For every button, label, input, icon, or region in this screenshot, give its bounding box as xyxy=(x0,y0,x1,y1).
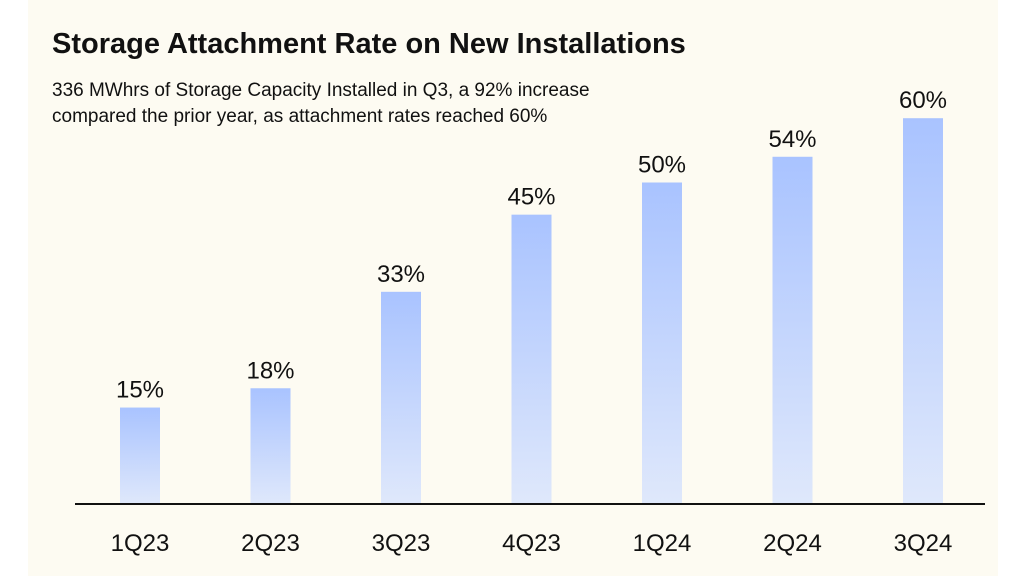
bar-1q23 xyxy=(120,407,160,504)
bar-4q23 xyxy=(511,214,552,504)
chart-title: Storage Attachment Rate on New Installat… xyxy=(52,28,686,60)
data-label-1q23: 15% xyxy=(116,377,164,404)
bar-3q24 xyxy=(903,118,943,504)
data-label-4q23: 45% xyxy=(507,184,555,211)
bar-2q23 xyxy=(250,388,291,504)
data-label-2q23: 18% xyxy=(246,357,294,384)
chart-subtitle: 336 MWhrs of Storage Capacity Installed … xyxy=(52,80,590,127)
category-label-3q24: 3Q24 xyxy=(894,530,953,557)
category-label-2q24: 2Q24 xyxy=(763,530,822,557)
category-label-2q23: 2Q23 xyxy=(241,530,300,557)
bar-2q24 xyxy=(772,156,813,504)
bars-group: 15% 18% 33% 45% 50% 54% 60% xyxy=(116,87,947,504)
data-label-1q24: 50% xyxy=(638,152,686,179)
category-labels-group: 1Q23 2Q23 3Q23 4Q23 1Q24 2Q24 3Q24 xyxy=(111,530,953,557)
data-label-2q24: 54% xyxy=(768,126,816,153)
data-label-3q23: 33% xyxy=(377,261,425,288)
category-label-4q23: 4Q23 xyxy=(502,530,561,557)
category-label-1q24: 1Q24 xyxy=(633,530,692,557)
bar-3q23 xyxy=(381,291,421,504)
bar-1q24 xyxy=(642,182,682,504)
data-label-3q24: 60% xyxy=(899,87,947,114)
category-label-1q23: 1Q23 xyxy=(111,530,170,557)
category-label-3q23: 3Q23 xyxy=(372,530,431,557)
